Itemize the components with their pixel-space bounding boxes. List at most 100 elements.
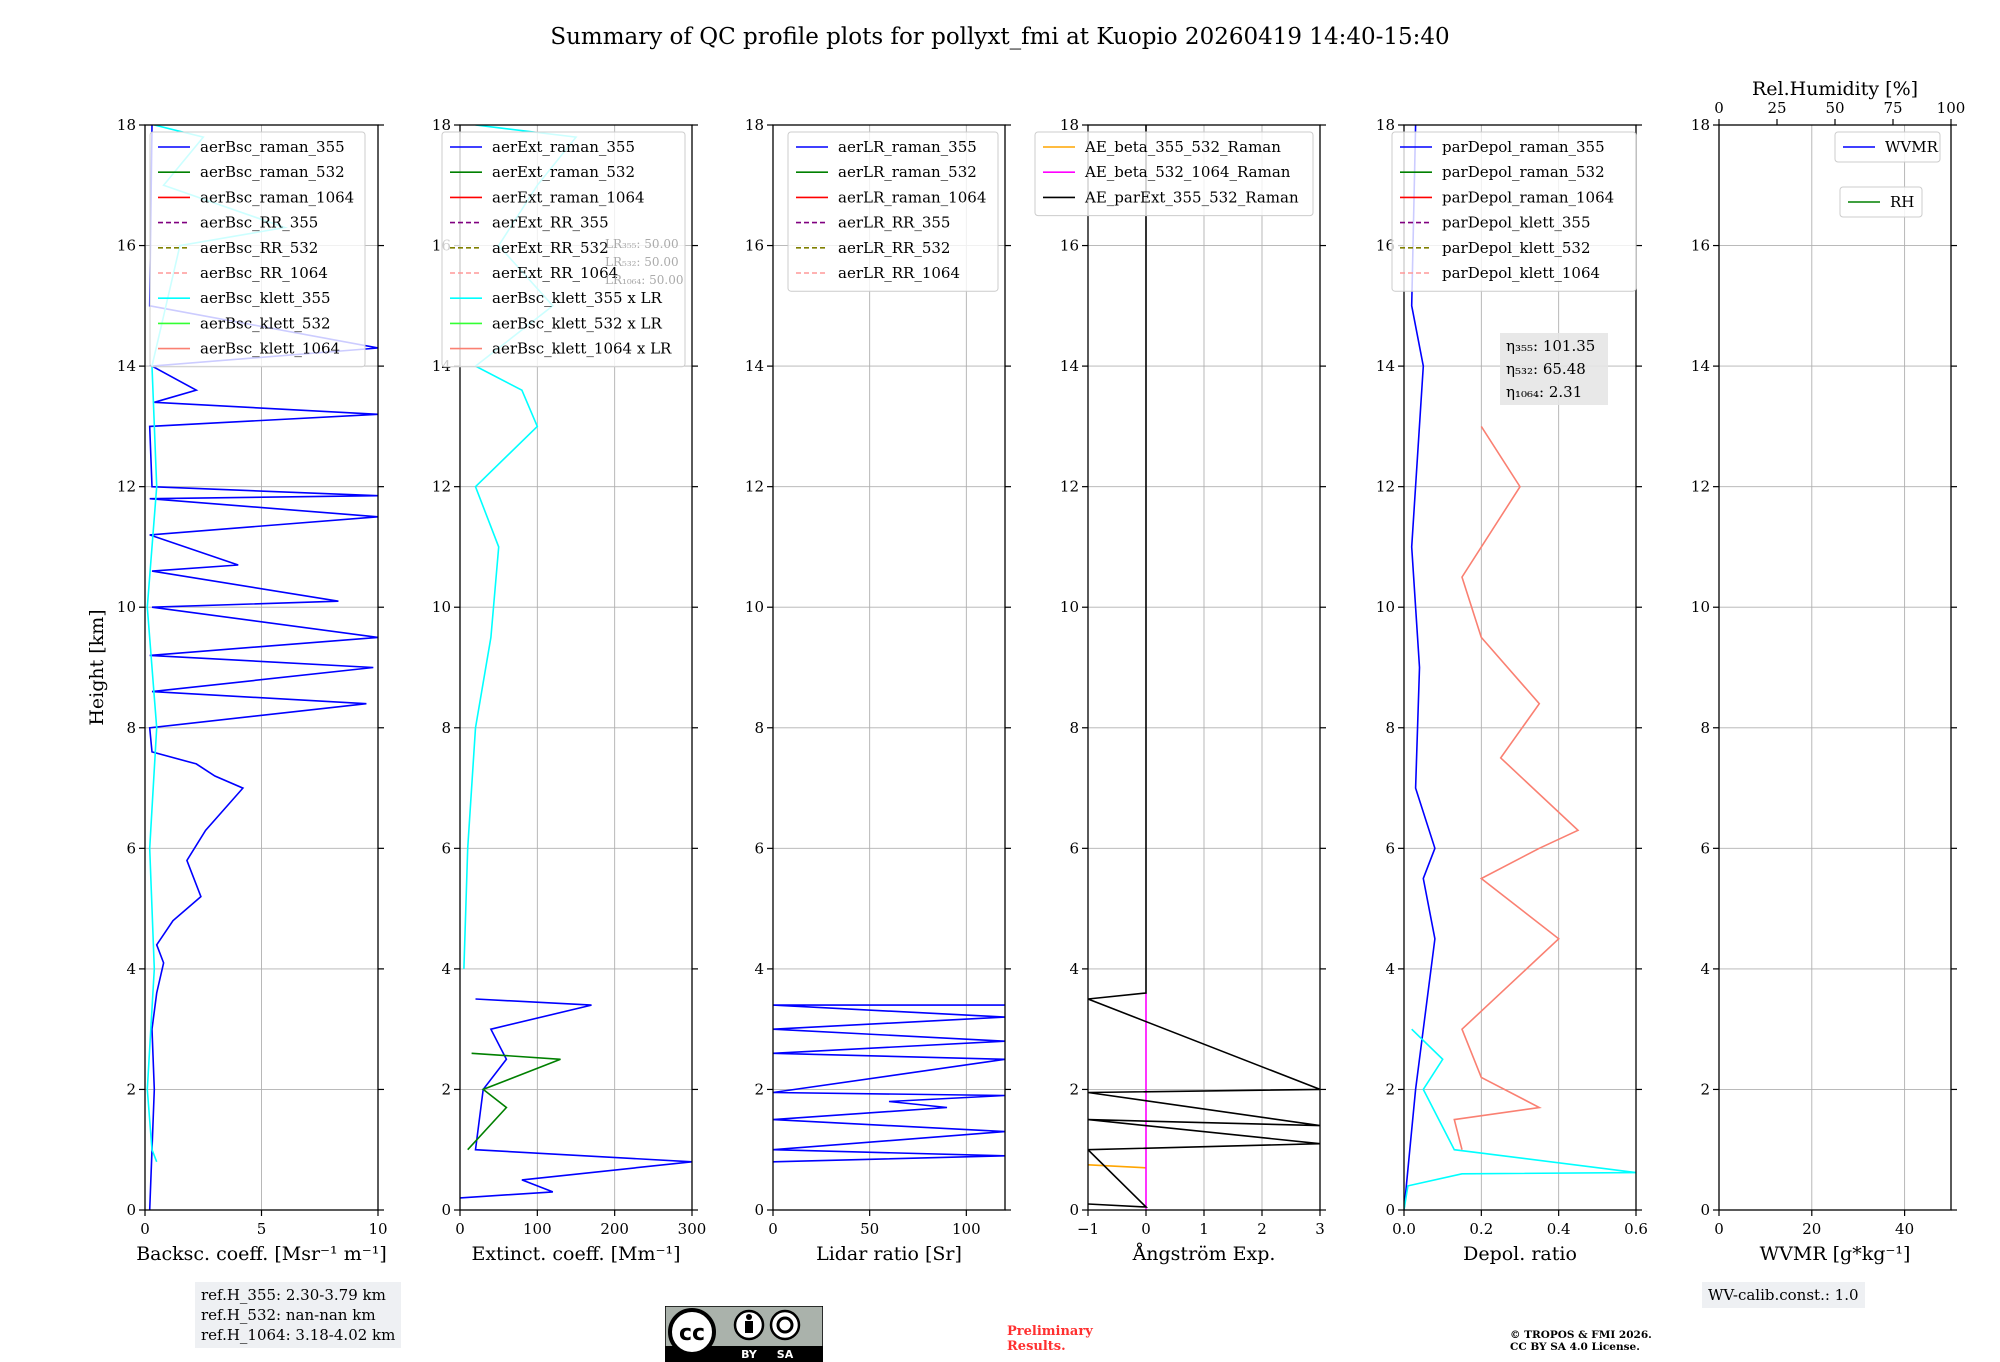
y-tick-label: 16 [117, 237, 136, 255]
legend-label: WVMR [1885, 138, 1939, 156]
y-tick-label: 4 [1069, 960, 1079, 978]
legend-label: parDepol_klett_355 [1442, 214, 1591, 232]
top-x-axis-label: Rel.Humidity [%] [1752, 78, 1918, 100]
y-tick-label: 6 [1385, 839, 1395, 857]
x-tick-label: 1 [1199, 1220, 1209, 1238]
axes-frame [459, 124, 693, 1211]
series-aerBsc_raman_355 [148, 125, 378, 1210]
x-tick-label: 3 [1315, 1220, 1325, 1238]
eta-label: η₃₅₅: 101.35 [1506, 337, 1595, 355]
legend-label: parDepol_raman_355 [1442, 138, 1605, 156]
preliminary-line-2: Results. [1007, 1339, 1066, 1354]
lidar-ratio-label: LR₃₅₅: 50.00 [605, 237, 679, 251]
axes-frame [1403, 124, 1637, 1211]
cc-label: cc [679, 1321, 705, 1346]
y-tick-label: 6 [754, 839, 764, 857]
eta-label: η₅₃₂: 65.48 [1506, 360, 1586, 378]
top-x-tick-label: 50 [1825, 99, 1844, 117]
copyright-line-2: CC BY SA 4.0 License. [1510, 1341, 1640, 1353]
y-tick-label: 4 [1700, 960, 1710, 978]
x-axis-label: Backsc. coeff. [Msr⁻¹ m⁻¹] [136, 1243, 387, 1265]
x-tick-label: 300 [678, 1220, 707, 1238]
x-tick-label: 200 [600, 1220, 629, 1238]
legend-label: aerLR_raman_1064 [838, 188, 986, 206]
y-tick-label: 8 [1385, 719, 1395, 737]
y-tick-label: 2 [1385, 1080, 1395, 1098]
y-tick-label: 18 [1691, 116, 1710, 134]
x-axis-label: Ångström Exp. [1132, 1243, 1276, 1265]
y-tick-label: 18 [1376, 116, 1395, 134]
x-axis-label: Depol. ratio [1463, 1243, 1577, 1265]
y-tick-label: 0 [441, 1201, 451, 1219]
y-tick-label: 14 [1060, 357, 1079, 375]
preliminary-results-note: Preliminary Results. [1007, 1324, 1093, 1354]
y-tick-label: 8 [441, 719, 451, 737]
wv-calib-const: WV-calib.const.: 1.0 [1708, 1286, 1859, 1304]
x-tick-label: 40 [1895, 1220, 1914, 1238]
legend-label: aerExt_RR_532 [492, 239, 609, 257]
x-tick-label: 20 [1802, 1220, 1821, 1238]
y-tick-label: 0 [1700, 1201, 1710, 1219]
y-tick-label: 14 [745, 357, 764, 375]
x-tick-label: 0.2 [1469, 1220, 1493, 1238]
legend-label: aerBsc_raman_532 [200, 163, 345, 181]
wv-calibration-box: WV-calib.const.: 1.0 [1702, 1282, 1865, 1308]
top-x-tick-label: 25 [1767, 99, 1786, 117]
y-tick-label: 2 [1700, 1080, 1710, 1098]
legend-label: aerBsc_RR_532 [200, 239, 318, 257]
legend-label: aerExt_RR_355 [492, 214, 609, 232]
legend-box [149, 131, 366, 368]
y-tick-label: 6 [126, 839, 136, 857]
cc-icon [668, 1308, 716, 1356]
ref-h-355: ref.H_355: 2.30-3.79 km [201, 1286, 386, 1304]
y-tick-label: 16 [1060, 237, 1079, 255]
y-tick-label: 12 [117, 478, 136, 496]
x-axis-label: Extinct. coeff. [Mm⁻¹] [471, 1243, 680, 1265]
eta-label: η₁₀₆₄: 2.31 [1506, 383, 1582, 401]
y-tick-label: 12 [1376, 478, 1395, 496]
panel-depol: 0 2 4 6 8 10 12 14 16 18 0.0 0.2 0.4 0.6 Depol. ratio p… [1376, 116, 1648, 1265]
legend-label: aerLR_raman_532 [838, 163, 977, 181]
figure-title: Summary of QC profile plots for pollyxt_… [550, 24, 1450, 50]
legend-wvmr: WVMR [1834, 131, 1941, 163]
legend-label: aerBsc_raman_1064 [200, 188, 354, 206]
series-parDepol_klett_1064 [1453, 425, 1580, 1150]
lidar-ratio-label: LR₅₃₂: 50.00 [605, 255, 679, 269]
by-label: BY [741, 1348, 758, 1361]
legend-label: aerBsc_klett_355 x LR [492, 289, 663, 307]
legend-ae: AE_beta_355_532_Raman AE_beta_532_1064_Ra… [1034, 131, 1314, 217]
y-tick-label: 16 [745, 237, 764, 255]
legend-label: aerLR_raman_355 [838, 138, 977, 156]
legend-label: aerBsc_klett_355 [200, 289, 331, 307]
x-tick-label: 0 [1141, 1220, 1151, 1238]
legend-label: parDepol_raman_1064 [1442, 188, 1614, 206]
cc-by-sa-license-badge: cc BY SA [665, 1306, 823, 1362]
x-tick-label: 100 [523, 1220, 552, 1238]
x-tick-label: 0 [1714, 1220, 1724, 1238]
sa-label: SA [777, 1348, 794, 1361]
legend-label: aerBsc_klett_532 x LR [492, 314, 663, 332]
panel-lr: 0 2 4 6 8 10 12 14 16 18 0 50 100 Lidar ratio [Sr] aer… [745, 116, 1011, 1265]
x-tick-label: 2 [1257, 1220, 1267, 1238]
y-tick-label: 12 [432, 478, 451, 496]
top-x-tick-label: 0 [1714, 99, 1724, 117]
x-tick-label: 0 [455, 1220, 465, 1238]
eta-background [1500, 333, 1608, 405]
y-tick-label: 18 [117, 116, 136, 134]
y-tick-label: 6 [441, 839, 451, 857]
legend-label: RH [1890, 193, 1914, 211]
x-axis-label: WVMR [g*kg⁻¹] [1760, 1243, 1911, 1265]
top-x-tick-label: 75 [1883, 99, 1902, 117]
y-tick-label: 10 [432, 598, 451, 616]
y-tick-label: 10 [1376, 598, 1395, 616]
series-parDepol_klett_355 [1404, 1028, 1636, 1210]
legend-box [1391, 131, 1637, 292]
legend-label: aerBsc_raman_355 [200, 138, 345, 156]
legend-label: aerBsc_klett_532 [200, 314, 331, 332]
reference-height-box: ref.H_355: 2.30-3.79 km ref.H_532: nan-n… [195, 1282, 402, 1348]
x-tick-label: 100 [952, 1220, 981, 1238]
y-tick-label: 4 [754, 960, 764, 978]
y-axis-label: Height [km] [86, 609, 108, 725]
y-tick-label: 14 [117, 357, 136, 375]
